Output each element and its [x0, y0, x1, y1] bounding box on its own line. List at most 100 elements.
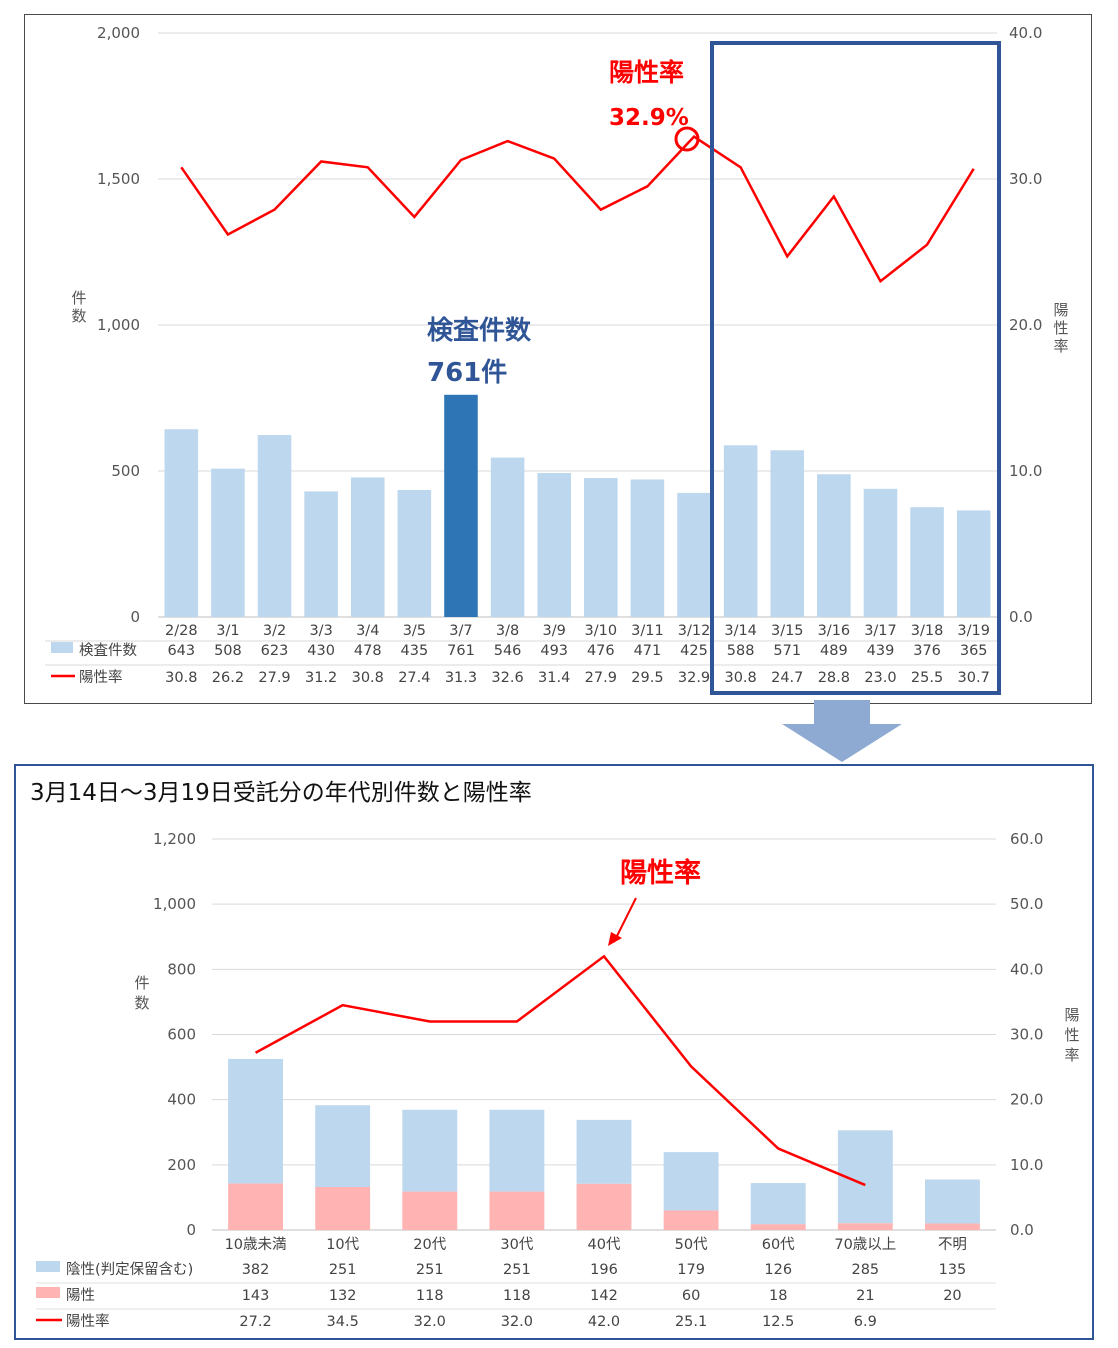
table-cell: 251 [503, 1262, 531, 1278]
category-label: 2/28 [165, 623, 198, 639]
table-cell: 27.2 [239, 1314, 271, 1330]
positivity-annotation-label: 陽性率 [620, 857, 701, 889]
y2-tick-label: 0.0 [1010, 1221, 1034, 1239]
category-label: 10代 [326, 1236, 359, 1253]
category-label: 3/19 [957, 623, 990, 639]
legend-label: 陰性(判定保留含む) [66, 1261, 193, 1278]
bar-negative-20代 [402, 1109, 458, 1192]
bar-positive-60代 [750, 1224, 806, 1230]
legend-label: 陽性率 [66, 1313, 110, 1330]
table-cell: 34.5 [327, 1314, 359, 1330]
category-label: 3/7 [449, 623, 472, 639]
category-label: 30代 [500, 1236, 533, 1253]
bar-positive-10代 [315, 1186, 371, 1230]
bar-2/28 [164, 429, 199, 617]
daily-tests-chart-panel: 0 500 1,000 1,500 2,000 0.0 10.0 20.0 30.0 40.0 … [24, 14, 1092, 704]
legend-label: 検査件数 [79, 642, 137, 659]
table-cell: 126 [764, 1262, 792, 1278]
table-cell: 142 [590, 1288, 618, 1304]
bar-negative-不明 [925, 1179, 980, 1224]
y-axis-label-char-2: 数 [134, 994, 149, 1012]
y-axis-label-char-1: 件 [134, 974, 149, 992]
y2-tick-label: 20.0 [1010, 1091, 1043, 1109]
y2-tick-label: 0.0 [1009, 608, 1033, 626]
bar-3/8 [490, 457, 525, 617]
category-label: 60代 [762, 1236, 795, 1253]
table-cell: 20 [943, 1288, 961, 1304]
bar-negative-50代 [663, 1152, 719, 1211]
category-label: 50代 [675, 1236, 708, 1253]
bar-positive-50代 [663, 1210, 719, 1230]
bar-positive-40代 [576, 1183, 632, 1230]
table-cell: 25.5 [911, 670, 943, 686]
y2-axis-label-char-3: 率 [1053, 337, 1068, 355]
table-cell: 31.4 [538, 670, 570, 686]
y2-axis-label-char-2: 性 [1064, 1026, 1079, 1044]
bar-3/4 [350, 477, 385, 617]
category-label: 20代 [413, 1236, 446, 1253]
age-group-chart-panel: 3月14日～3月19日受託分の年代別件数と陽性率 0 200 400 600 800 1,… [14, 764, 1094, 1340]
category-label: 3/15 [771, 623, 804, 639]
table-cell: 251 [416, 1262, 444, 1278]
table-cell: 31.2 [305, 670, 337, 686]
bar-3/14 [723, 445, 758, 617]
bar-positive-30代 [489, 1191, 545, 1230]
table-cell: 32.0 [414, 1314, 446, 1330]
table-cell: 588 [727, 643, 755, 659]
table-cell: 27.9 [258, 670, 290, 686]
table-cell: 30.7 [958, 670, 990, 686]
table-cell: 643 [167, 643, 195, 659]
table-cell: 196 [590, 1262, 618, 1278]
category-label: 70歳以上 [834, 1236, 896, 1253]
y-tick-label: 600 [167, 1026, 196, 1044]
bar-negative-30代 [489, 1109, 545, 1192]
table-cell: 132 [329, 1288, 357, 1304]
bar-negative-10代 [315, 1105, 371, 1187]
y2-tick-label: 10.0 [1010, 1156, 1043, 1174]
category-label: 3/16 [818, 623, 851, 639]
table-cell: 761 [447, 643, 475, 659]
category-label: 3/17 [864, 623, 897, 639]
table-cell: 18 [769, 1288, 787, 1304]
table-cell: 476 [587, 643, 615, 659]
bar-3/2 [257, 435, 292, 617]
category-label: 3/8 [496, 623, 519, 639]
y-axis-label-char-2: 数 [71, 307, 86, 325]
bar-negative-10歳未満 [228, 1058, 283, 1184]
chart-title: 3月14日～3月19日受託分の年代別件数と陽性率 [30, 780, 532, 806]
bar-3/5 [397, 489, 432, 617]
category-label: 3/14 [724, 623, 757, 639]
category-label: 3/12 [678, 623, 711, 639]
table-cell: 27.9 [585, 670, 617, 686]
table-cell: 23.0 [864, 670, 896, 686]
table-cell: 118 [503, 1288, 531, 1304]
bar-3/17 [863, 488, 898, 617]
table-cell: 251 [329, 1262, 357, 1278]
table-cell: 493 [540, 643, 568, 659]
category-label: 3/2 [263, 623, 286, 639]
bar-3/9 [537, 473, 571, 617]
table-cell: 478 [354, 643, 382, 659]
y-tick-label: 0 [186, 1221, 196, 1239]
table-cell: 30.8 [724, 670, 756, 686]
bar-positive-不明 [925, 1223, 980, 1230]
y2-tick-label: 20.0 [1009, 316, 1042, 334]
table-cell: 12.5 [762, 1314, 794, 1330]
table-cell: 471 [634, 643, 662, 659]
table-cell: 32.9 [678, 670, 710, 686]
annotation-arrow [608, 897, 637, 946]
bar-3/11 [630, 479, 665, 617]
category-label: 3/4 [356, 623, 379, 639]
bar-3/10 [584, 478, 618, 617]
table-cell: 430 [307, 643, 335, 659]
y2-tick-label: 10.0 [1009, 462, 1042, 480]
table-cell: 42.0 [588, 1314, 620, 1330]
table-cell: 546 [494, 643, 522, 659]
bar-3/3 [304, 491, 338, 617]
table-cell: 135 [939, 1262, 967, 1278]
table-cell: 31.3 [445, 670, 477, 686]
positivity-annotation-value: 32.9% [609, 105, 689, 131]
y-tick-label: 0 [130, 608, 140, 626]
category-label: 3/10 [585, 623, 618, 639]
legend-swatch-bar [36, 1287, 60, 1298]
